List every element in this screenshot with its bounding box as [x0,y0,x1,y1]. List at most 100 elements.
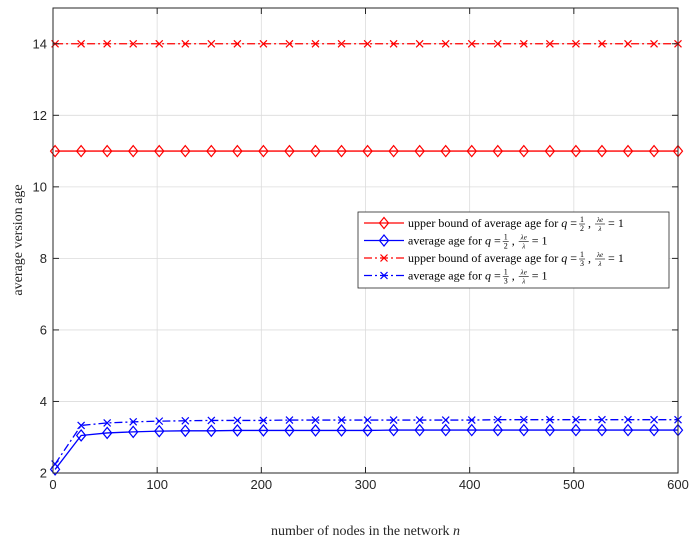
fraction-numerator: λe [520,269,527,277]
x-marker [545,39,554,48]
fraction-numerator: λe [596,216,603,224]
x-marker [363,416,372,424]
x-marker [311,39,320,48]
x-marker [519,39,528,48]
x-marker [129,39,138,48]
x-marker [389,416,398,424]
diamond-marker [180,144,191,158]
x-marker [380,254,388,262]
diamond-marker [378,234,390,247]
diamond-marker [101,426,113,440]
diamond-marker [570,144,582,158]
diamond-marker [596,423,608,437]
x-marker [363,39,372,48]
diamond-marker [180,424,191,438]
x-marker [493,415,502,424]
diamond-marker [544,144,556,158]
legend-fraction-q: 12 [579,215,586,233]
x-marker [233,416,242,425]
x-marker [415,39,424,48]
fraction-denominator: λ [598,260,602,268]
x-tick-label: 300 [355,477,377,492]
diamond-marker [258,144,269,158]
x-marker [259,416,268,425]
x-marker [493,39,502,48]
y-tick-label: 6 [40,322,47,337]
y-tick-label: 2 [40,466,47,481]
legend-comma: , [588,216,591,230]
diamond-marker [258,423,269,437]
x-marker [519,415,528,424]
x-marker [207,416,216,425]
series-1 [49,144,684,158]
x-marker [259,39,268,48]
diamond-marker [49,144,61,158]
diamond-marker [414,144,425,158]
fraction-denominator: λ [521,243,525,251]
x-marker [181,39,190,48]
diamond-marker [596,144,608,158]
x-marker [380,271,388,280]
x-marker [415,416,424,424]
legend-equals-one: = 1 [608,251,624,265]
x-marker [571,39,580,48]
x-marker [467,39,476,48]
legend-fraction-rate: λeλ [595,251,606,268]
fraction-denominator: 3 [580,259,584,268]
diamond-marker [518,423,530,437]
legend-fraction-rate: λeλ [518,269,529,286]
legend-comma: , [512,269,515,283]
x-marker [389,39,398,48]
fraction-denominator: 2 [580,224,584,233]
diamond-marker [440,144,451,158]
legend-entry: average age for q = 13, λeλ = 1 [364,268,548,286]
diamond-marker [622,423,634,437]
x-marker [467,416,476,424]
x-marker [103,418,112,427]
legend-fraction-q: 13 [502,268,509,286]
legend: upper bound of average age for q = 12, λe… [357,211,670,289]
diamond-marker [310,423,321,437]
legend-label: average age for q = [408,269,501,283]
diamond-marker [153,424,165,438]
x-marker [285,39,294,48]
x-marker [441,39,450,48]
fraction-numerator: λe [520,234,527,242]
x-marker [598,415,606,424]
legend-fraction-rate: λeλ [595,216,606,233]
legend-equals-one: = 1 [608,216,624,230]
diamond-marker [378,216,390,230]
x-marker [441,416,450,424]
diamond-marker [75,428,87,442]
diamond-marker [101,144,113,158]
x-marker [233,39,242,48]
diamond-marker [414,423,425,437]
x-marker [337,416,346,424]
y-tick-label: 12 [33,108,47,123]
legend-fraction-rate: λeλ [518,234,529,251]
diamond-marker [388,423,399,437]
y-tick-label: 10 [33,179,47,194]
legend-entry: upper bound of average age for q = 13, λe… [364,250,624,268]
fraction-numerator: 1 [504,233,508,242]
diamond-marker [284,423,295,437]
legend-entry: average age for q = 12, λeλ = 1 [364,233,548,251]
diamond-marker [466,144,478,158]
y-tick-label: 8 [40,251,47,266]
x-marker [545,415,554,424]
diamond-marker [622,144,634,158]
x-marker [311,416,320,424]
fraction-denominator: λ [598,225,602,233]
x-marker [650,415,658,424]
diamond-marker [336,423,347,437]
diamond-marker [232,423,243,437]
legend-label: upper bound of average age for q = [408,216,577,230]
x-marker [103,39,112,48]
diamond-marker [127,425,139,439]
x-axis-label: number of nodes in the network n [271,524,460,539]
x-tick-label: 500 [563,477,585,492]
x-marker [77,421,86,430]
diamond-marker [544,423,556,437]
fraction-numerator: 1 [580,215,584,224]
